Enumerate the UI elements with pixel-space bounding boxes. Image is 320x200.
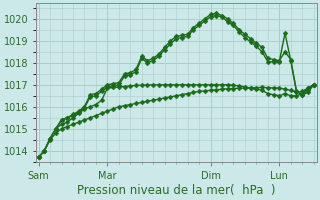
X-axis label: Pression niveau de la mer(  hPa  ): Pression niveau de la mer( hPa ) — [77, 184, 276, 197]
